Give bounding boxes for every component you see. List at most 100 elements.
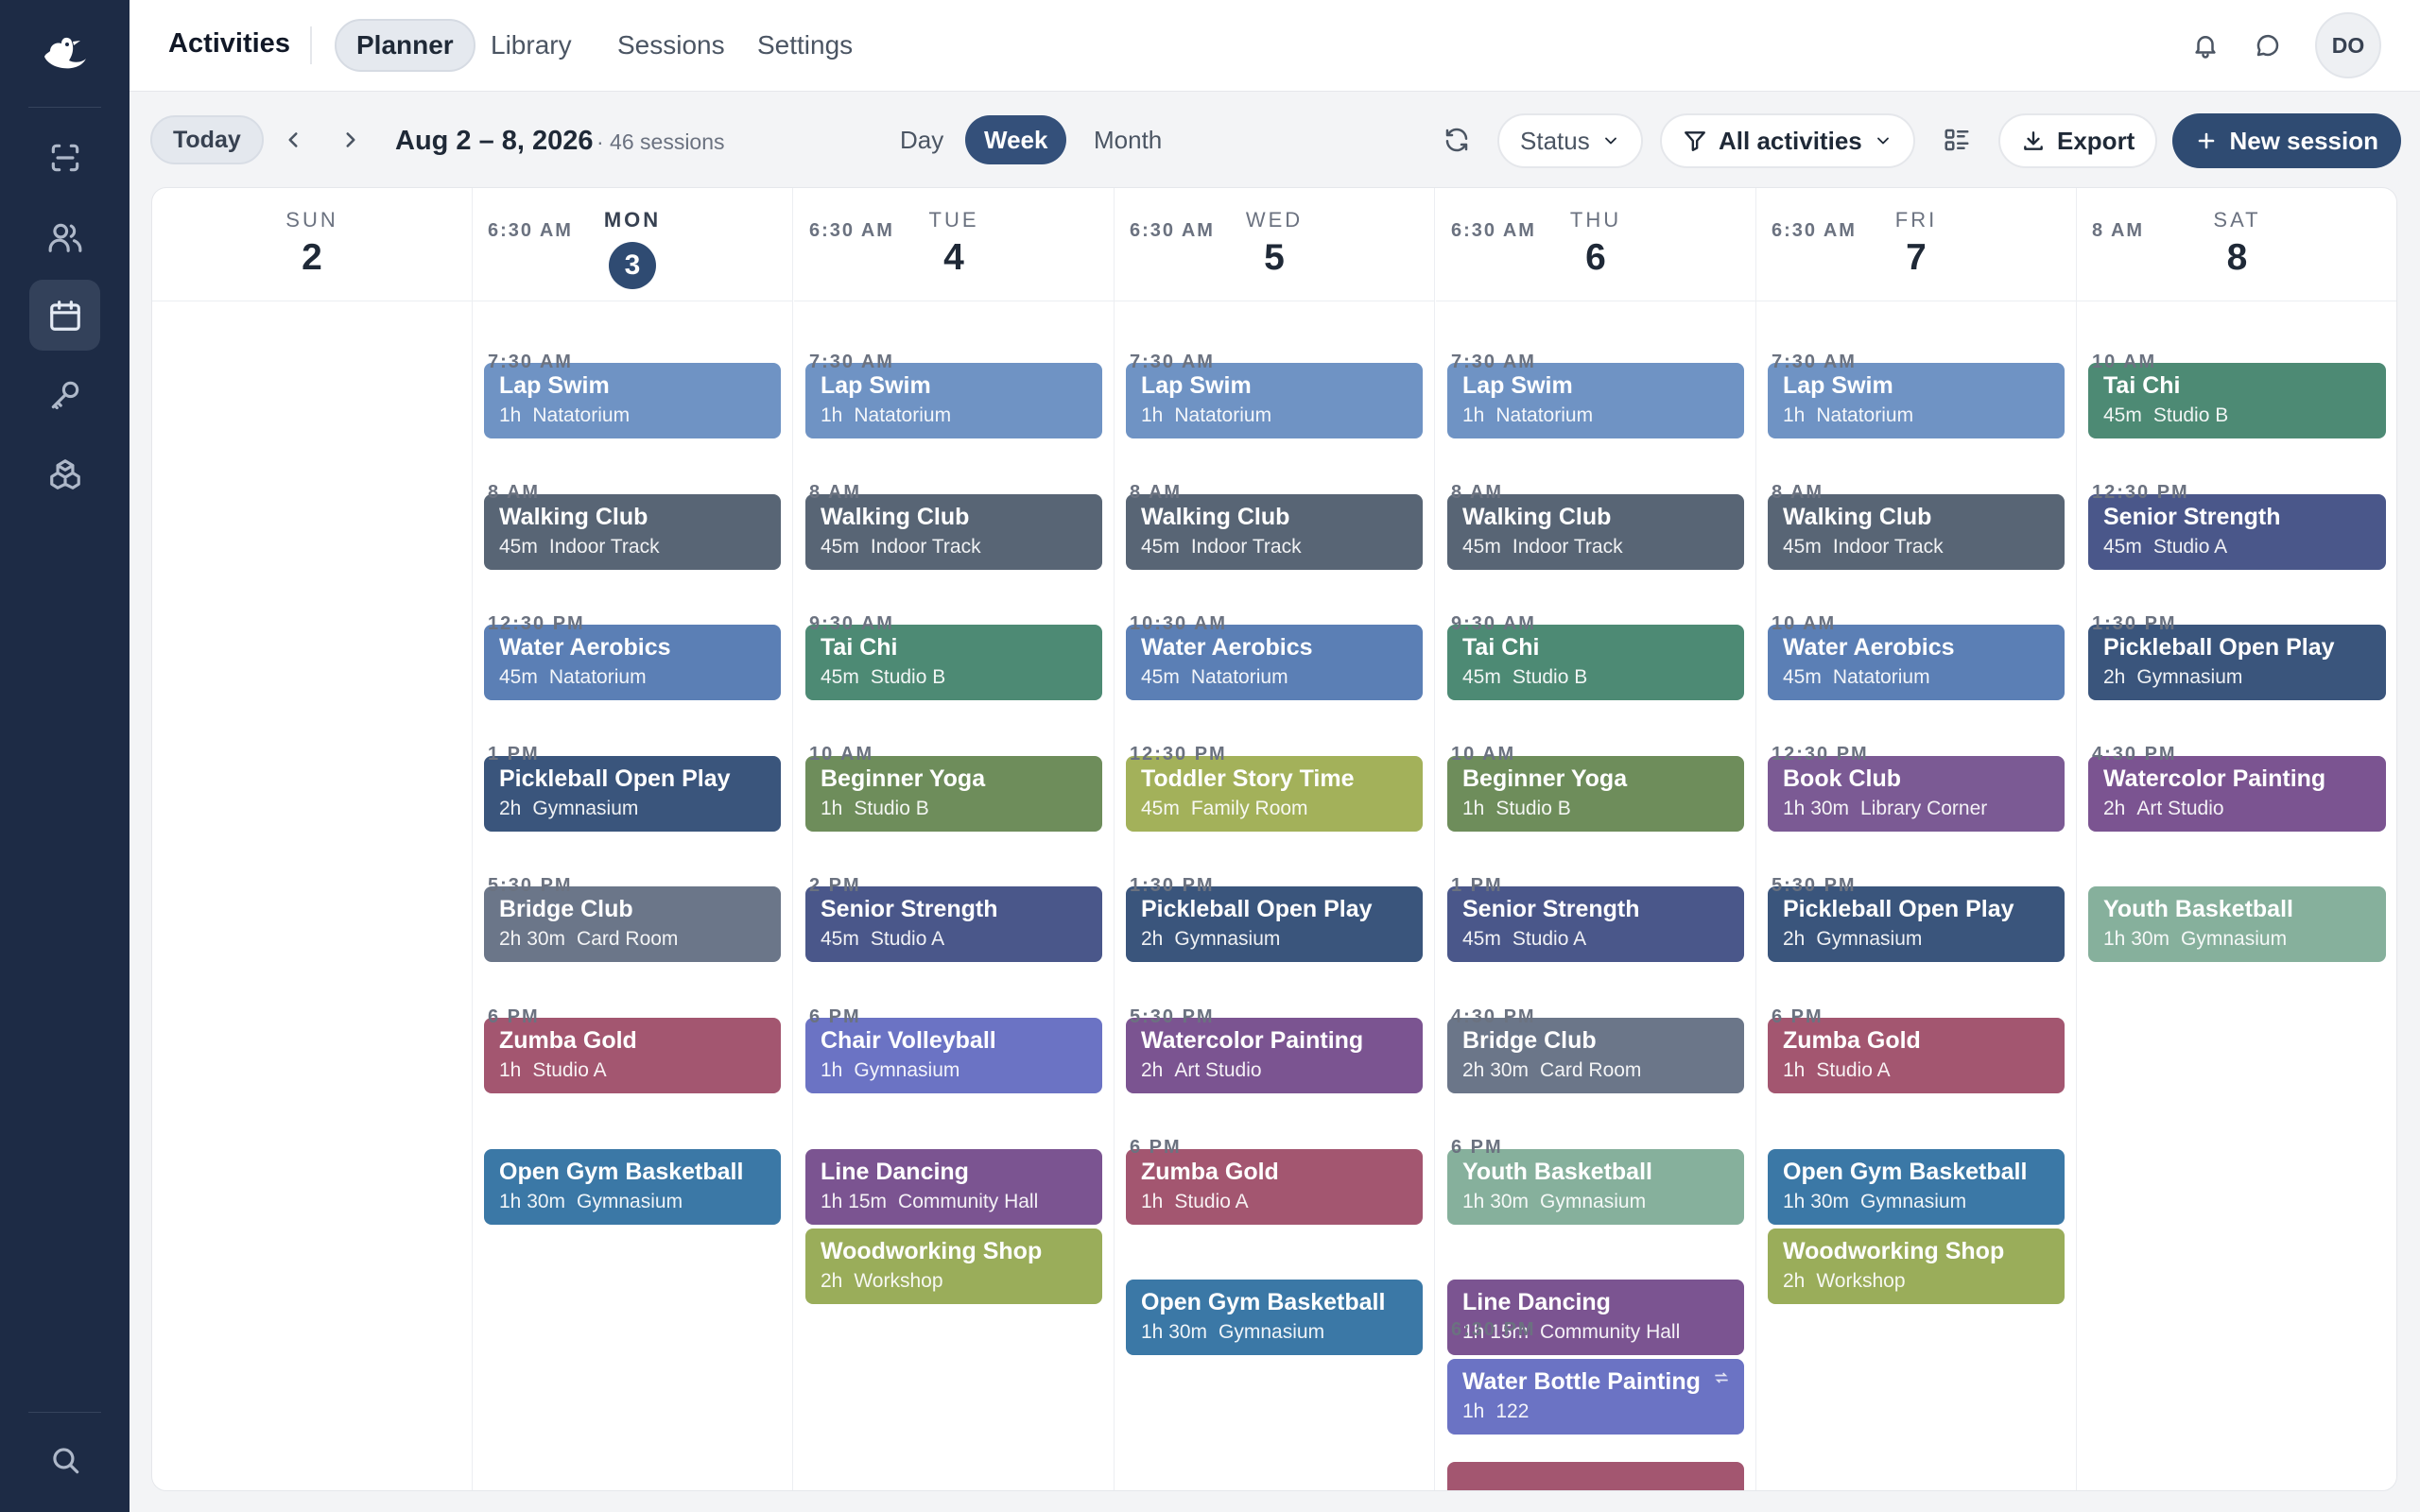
next-week-button[interactable]	[331, 120, 371, 160]
day-column[interactable]: MON 3 6:30 AM Lap Swim 1h Natatorium 7:30 AM Wa…	[473, 188, 793, 1490]
session-event[interactable]: Water Aerobics 45m Natatorium	[484, 625, 781, 701]
session-event[interactable]: Pickleball Open Play 2h Gymnasium	[1126, 886, 1423, 963]
sidebar-item-scan[interactable]	[29, 122, 100, 193]
day-column[interactable]: SAT 8 8 AM Tai Chi 45m Studio B 10 AM Senior St…	[2077, 188, 2396, 1490]
session-event[interactable]: Woodworking Shop 2h Workshop	[1768, 1228, 2065, 1304]
session-event[interactable]: Open Gym Basketball 1h 30m Gymnasium	[484, 1148, 781, 1225]
today-button[interactable]: Today	[150, 115, 264, 164]
sidebar-item-people[interactable]	[29, 201, 100, 272]
session-event[interactable]: Senior Strength 45m Studio A	[2088, 493, 2386, 570]
session-duration: 1h	[1462, 1400, 1485, 1423]
session-event[interactable]: Water Aerobics 45m Natatorium	[1126, 625, 1423, 701]
session-location: Studio A	[1174, 1190, 1249, 1212]
plus-icon	[2199, 132, 2215, 149]
session-event[interactable]: Lap Swim 1h Natatorium	[1447, 363, 1744, 438]
layout-toggle-button[interactable]	[1938, 121, 1976, 159]
session-event[interactable]: Lap Swim 1h Natatorium	[1768, 363, 2065, 438]
refresh-button[interactable]	[1438, 121, 1476, 159]
session-event[interactable]: Tai Chi 45m Studio B	[2088, 363, 2386, 438]
session-event[interactable]: Lap Swim 1h Natatorium	[805, 363, 1102, 438]
sidebar-item-keys[interactable]	[29, 359, 100, 430]
session-event[interactable]: Zumba Gold 1h Studio A	[1768, 1018, 2065, 1093]
session-duration: 45m	[1462, 535, 1501, 558]
tab-settings[interactable]: Settings	[757, 30, 854, 60]
session-event[interactable]: Beginner Yoga 1h Studio B	[805, 755, 1102, 832]
session-event[interactable]: Chair Volleyball 1h Gymnasium	[805, 1018, 1102, 1093]
session-event[interactable]: Pickleball Open Play 2h Gymnasium	[484, 755, 781, 832]
day-column[interactable]: THU 6 6:30 AM Lap Swim 1h Natatorium 7:30 AM Wa…	[1436, 188, 1756, 1490]
session-title: Tai Chi	[1462, 634, 1540, 662]
session-event[interactable]: Toddler Story Time 45m Family Room	[1126, 755, 1423, 832]
time-slot-label: 7:30 AM	[1451, 351, 1536, 372]
session-event[interactable]: Zumba Gold 1h Studio A	[484, 1018, 781, 1093]
session-event[interactable]: Bridge Club 2h 30m Card Room	[484, 886, 781, 963]
view-day[interactable]: Day	[900, 125, 944, 154]
status-filter[interactable]: Status	[1497, 113, 1643, 168]
notifications-button[interactable]	[2187, 26, 2224, 64]
session-event[interactable]: Water Bottle Painting 1h 122	[1447, 1359, 1744, 1435]
session-event[interactable]	[1447, 1461, 1744, 1490]
sidebar-item-calendar[interactable]	[29, 280, 100, 351]
session-event[interactable]: Woodworking Shop 2h Workshop	[805, 1228, 1102, 1304]
download-icon	[2024, 131, 2043, 150]
session-event[interactable]: Walking Club 45m Indoor Track	[1768, 493, 2065, 570]
session-event[interactable]: Open Gym Basketball 1h 30m Gymnasium	[1126, 1280, 1423, 1356]
session-event[interactable]: Book Club 1h 30m Library Corner	[1768, 755, 2065, 832]
session-event[interactable]: Senior Strength 45m Studio A	[805, 886, 1102, 963]
tab-planner[interactable]: Planner	[335, 19, 475, 72]
tab-library[interactable]: Library	[491, 30, 572, 60]
session-event[interactable]: Watercolor Painting 2h Art Studio	[1126, 1018, 1423, 1093]
session-event[interactable]: Walking Club 45m Indoor Track	[484, 493, 781, 570]
time-slot-label: 10 AM	[2092, 351, 2157, 372]
session-meta: 1h 30m Gymnasium	[499, 1191, 766, 1213]
session-event[interactable]: Zumba Gold 1h Studio A	[1126, 1148, 1423, 1225]
activity-filter[interactable]: All activities	[1660, 113, 1915, 168]
day-column[interactable]: TUE 4 6:30 AM Lap Swim 1h Natatorium 7:30 AM Wa…	[794, 188, 1115, 1490]
session-event[interactable]: Watercolor Painting 2h Art Studio	[2088, 755, 2386, 832]
session-event[interactable]: Pickleball Open Play 2h Gymnasium	[2088, 625, 2386, 701]
day-column[interactable]: FRI 7 6:30 AM Lap Swim 1h Natatorium 7:30 AM Wa…	[1756, 188, 2077, 1490]
messages-button[interactable]	[2249, 26, 2287, 64]
sidebar-search[interactable]	[29, 1424, 100, 1495]
tab-sessions[interactable]: Sessions	[617, 30, 725, 60]
session-title: Toddler Story Time	[1141, 765, 1355, 792]
day-column[interactable]: WED 5 6:30 AM Lap Swim 1h Natatorium 7:30 AM Wa…	[1115, 188, 1435, 1490]
session-title: Pickleball Open Play	[2103, 634, 2335, 662]
session-event[interactable]: Beginner Yoga 1h Studio B	[1447, 755, 1744, 832]
session-event[interactable]: Senior Strength 45m Studio A	[1447, 886, 1744, 963]
app-logo[interactable]	[0, 0, 130, 108]
session-title: Lap Swim	[821, 372, 931, 399]
session-event[interactable]: Water Aerobics 45m Natatorium	[1768, 625, 2065, 701]
session-event[interactable]: Youth Basketball 1h 30m Gymnasium	[1447, 1148, 1744, 1225]
export-button[interactable]: Export	[1998, 113, 2158, 168]
session-meta: 2h Gymnasium	[1141, 928, 1408, 951]
session-meta: 2h Gymnasium	[499, 798, 766, 820]
session-title: Zumba Gold	[1141, 1158, 1279, 1185]
session-event[interactable]: Open Gym Basketball 1h 30m Gymnasium	[1768, 1148, 2065, 1225]
session-location: Indoor Track	[548, 535, 660, 558]
session-event[interactable]: Youth Basketball 1h 30m Gymnasium	[2088, 886, 2386, 963]
session-event[interactable]: Tai Chi 45m Studio B	[1447, 625, 1744, 701]
previous-week-button[interactable]	[273, 120, 313, 160]
time-slot-label: 8 AM	[2092, 220, 2145, 241]
day-column[interactable]: SUN 2	[152, 188, 473, 1490]
session-event[interactable]: Lap Swim 1h Natatorium	[1126, 363, 1423, 438]
session-event[interactable]: Pickleball Open Play 2h Gymnasium	[1768, 886, 2065, 963]
session-event[interactable]: Walking Club 45m Indoor Track	[1447, 493, 1744, 570]
session-title: Lap Swim	[1783, 372, 1893, 399]
user-avatar[interactable]: DO	[2315, 12, 2381, 78]
session-event[interactable]: Line Dancing 1h 15m Community Hall	[1447, 1280, 1744, 1356]
sidebar-item-modules[interactable]	[29, 438, 100, 509]
session-event[interactable]: Tai Chi 45m Studio B	[805, 625, 1102, 701]
view-month[interactable]: Month	[1094, 125, 1163, 154]
session-location: Natatorium	[1495, 404, 1594, 426]
view-week[interactable]: Week	[965, 115, 1067, 164]
session-meta: 45m Studio B	[2103, 404, 2371, 427]
session-event[interactable]: Lap Swim 1h Natatorium	[484, 363, 781, 438]
session-event[interactable]: Walking Club 45m Indoor Track	[1126, 493, 1423, 570]
session-event[interactable]: Walking Club 45m Indoor Track	[805, 493, 1102, 570]
session-event[interactable]: Line Dancing 1h 15m Community Hall	[805, 1148, 1102, 1225]
session-event[interactable]: Bridge Club 2h 30m Card Room	[1447, 1018, 1744, 1093]
new-session-button[interactable]: New session	[2172, 113, 2401, 168]
time-slot-label: 10:30 AM	[1130, 612, 1228, 634]
